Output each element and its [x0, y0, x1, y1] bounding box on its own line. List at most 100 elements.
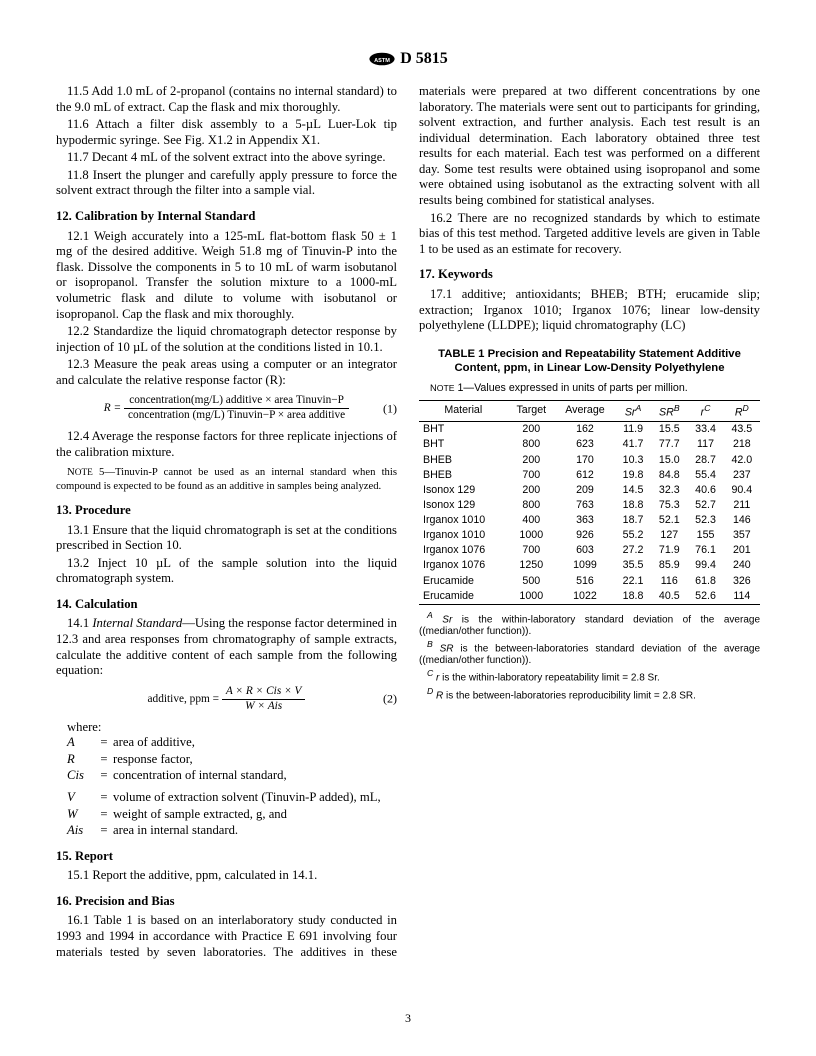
table-1-title: TABLE 1 Precision and Repeatability Stat…: [419, 348, 760, 376]
where-item: Ais=area in internal standard.: [67, 823, 397, 839]
table-cell: 52.6: [687, 589, 723, 605]
where-list-1: A=area of additive, R=response factor, C…: [56, 735, 397, 784]
table-cell: 18.8: [615, 498, 651, 513]
table-cell: 55.4: [687, 468, 723, 483]
table-cell: 623: [555, 437, 615, 452]
table-cell: BHT: [419, 422, 508, 438]
table-cell: 155: [687, 528, 723, 543]
eq2-fraction: A × R × Cis × V W × Ais: [222, 685, 306, 714]
table-cell: 500: [508, 574, 555, 589]
astm-logo-icon: ASTM: [368, 52, 396, 66]
table-cell: 1000: [508, 528, 555, 543]
table-cell: 211: [724, 498, 760, 513]
para-13-2: 13.2 Inject 10 µL of the sample solution…: [56, 556, 397, 587]
table-cell: 114: [724, 589, 760, 605]
table-cell: Irganox 1076: [419, 558, 508, 573]
table-row: Irganox 1010100092655.2127155357: [419, 528, 760, 543]
table-cell: 603: [555, 543, 615, 558]
table-cell: Irganox 1010: [419, 513, 508, 528]
table-cell: 33.4: [687, 422, 723, 438]
table-footnotes: A Sr is the within-laboratory standard d…: [419, 610, 760, 702]
table-row: Irganox 10761250109935.585.999.4240: [419, 558, 760, 573]
table-row: BHEB70061219.884.855.4237: [419, 468, 760, 483]
table-cell: 41.7: [615, 437, 651, 452]
sec-17-title: 17. Keywords: [419, 267, 760, 283]
equation-2: additive, ppm = A × R × Cis × V W × Ais …: [56, 685, 397, 714]
table-cell: 27.2: [615, 543, 651, 558]
table-cell: 1099: [555, 558, 615, 573]
table-cell: 326: [724, 574, 760, 589]
where-list-2: V=volume of extraction solvent (Tinuvin-…: [56, 790, 397, 839]
table-cell: 76.1: [687, 543, 723, 558]
table-cell: 99.4: [687, 558, 723, 573]
where-item: Cis=concentration of internal standard,: [67, 768, 397, 784]
table-row: Irganox 101040036318.752.152.3146: [419, 513, 760, 528]
table-cell: 15.5: [651, 422, 687, 438]
table-row: Isonox 12920020914.532.340.690.4: [419, 483, 760, 498]
eq1-number: (1): [383, 401, 397, 416]
table-cell: 52.3: [687, 513, 723, 528]
table-cell: 612: [555, 468, 615, 483]
table-cell: 52.7: [687, 498, 723, 513]
table-cell: 200: [508, 483, 555, 498]
standard-number: D 5815: [400, 50, 448, 67]
para-11-8: 11.8 Insert the plunger and carefully ap…: [56, 168, 397, 199]
table-row: BHT80062341.777.7117218: [419, 437, 760, 452]
table-col-r: rC: [687, 400, 723, 422]
para-12-3: 12.3 Measure the peak areas using a comp…: [56, 357, 397, 388]
table-cell: 170: [555, 453, 615, 468]
table-cell: 1022: [555, 589, 615, 605]
table-cell: 10.3: [615, 453, 651, 468]
table-cell: Irganox 1076: [419, 543, 508, 558]
where-item: R=response factor,: [67, 752, 397, 768]
table-row: Erucamide50051622.111661.8326: [419, 574, 760, 589]
table-cell: 117: [687, 437, 723, 452]
table-cell: 240: [724, 558, 760, 573]
table-cell: Erucamide: [419, 589, 508, 605]
para-15-1: 15.1 Report the additive, ppm, calculate…: [56, 868, 397, 884]
table-cell: 15.0: [651, 453, 687, 468]
svg-text:ASTM: ASTM: [374, 58, 390, 64]
table-cell: 200: [508, 453, 555, 468]
table-body: BHT20016211.915.533.443.5BHT80062341.777…: [419, 422, 760, 605]
table-cell: Isonox 129: [419, 483, 508, 498]
eq1-numerator: concentration(mg/L) additive × area Tinu…: [124, 394, 349, 409]
table-cell: 700: [508, 468, 555, 483]
page-number: 3: [0, 1011, 816, 1026]
table-cell: 146: [724, 513, 760, 528]
table-row: Irganox 107670060327.271.976.1201: [419, 543, 760, 558]
table-row: Isonox 12980076318.875.352.7211: [419, 498, 760, 513]
table-cell: 1000: [508, 589, 555, 605]
page-header: ASTM D 5815: [56, 50, 760, 68]
table-header-row: MaterialTargetAverageSrASRBrCRD: [419, 400, 760, 422]
table-footnote: B SR is the between-laboratories standar…: [419, 639, 760, 667]
table-col-material: Material: [419, 400, 508, 422]
table-cell: 28.7: [687, 453, 723, 468]
eq1-lhs: R =: [104, 402, 124, 414]
table-cell: 800: [508, 437, 555, 452]
table-1: MaterialTargetAverageSrASRBrCRD BHT20016…: [419, 400, 760, 605]
table-col-sr: SRB: [651, 400, 687, 422]
table-cell: 11.9: [615, 422, 651, 438]
table-cell: 700: [508, 543, 555, 558]
note-5: NOTE NOTE 5—Tinuvin-P cannot be used as …: [56, 466, 397, 493]
table-row: BHT20016211.915.533.443.5: [419, 422, 760, 438]
table-cell: 32.3: [651, 483, 687, 498]
page: ASTM D 5815 11.5 Add 1.0 mL of 2-propano…: [0, 0, 816, 1056]
table-cell: 237: [724, 468, 760, 483]
para-12-1: 12.1 Weigh accurately into a 125-mL flat…: [56, 229, 397, 322]
table-1-note: NOTE 1—Values expressed in units of part…: [419, 382, 760, 395]
table-cell: 42.0: [724, 453, 760, 468]
eq2-lhs: additive, ppm =: [148, 693, 222, 705]
table-cell: 40.5: [651, 589, 687, 605]
para-17-1: 17.1 additive; antioxidants; BHEB; BTH; …: [419, 287, 760, 334]
table-footnote: D R is the between-laboratories reproduc…: [419, 686, 760, 702]
body-columns: 11.5 Add 1.0 mL of 2-propanol (contains …: [56, 84, 760, 964]
table-cell: 40.6: [687, 483, 723, 498]
table-cell: 763: [555, 498, 615, 513]
table-cell: 85.9: [651, 558, 687, 573]
table-cell: 75.3: [651, 498, 687, 513]
equation-1: R = concentration(mg/L) additive × area …: [56, 394, 397, 423]
table-cell: 61.8: [687, 574, 723, 589]
table-cell: 52.1: [651, 513, 687, 528]
